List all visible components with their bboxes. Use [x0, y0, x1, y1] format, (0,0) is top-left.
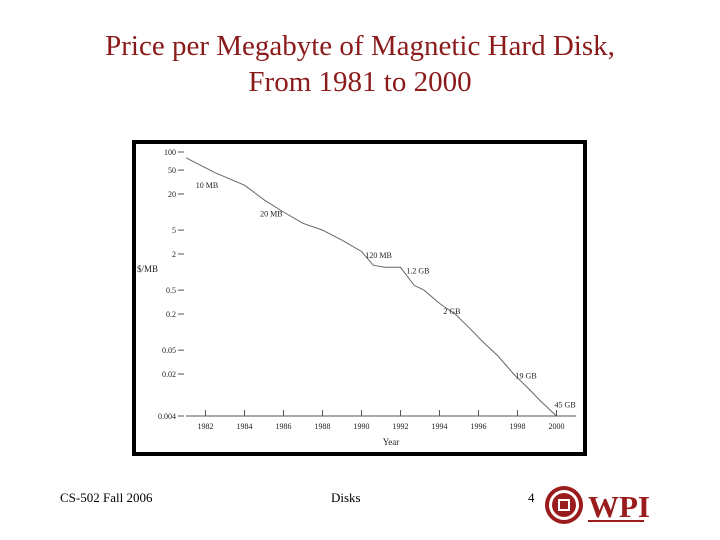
x-tick-label: 1984 — [237, 422, 253, 431]
capacity-label: 1.2 GB — [406, 266, 429, 275]
y-tick-label: 20 — [168, 190, 176, 199]
y-tick-label: 0.05 — [162, 346, 176, 355]
y-tick-label: 0.5 — [166, 286, 176, 295]
capacity-label: 20 MB — [260, 209, 282, 218]
x-tick-label: 1994 — [432, 422, 448, 431]
x-tick-label: 1992 — [393, 422, 409, 431]
seal-icon — [545, 486, 583, 524]
y-axis-label: $/MB — [137, 264, 158, 274]
x-tick-label: 1988 — [315, 422, 331, 431]
capacity-label: 45 GB — [555, 401, 576, 410]
tick-labels: 1982 1984 1986 1988 1990 1992 1994 1996 1998 2000… — [158, 148, 565, 431]
capacity-label: 10 MB — [196, 181, 218, 190]
y-tick-label: 50 — [168, 166, 176, 175]
series-line — [185, 157, 557, 417]
price-line — [185, 157, 557, 417]
footer-page-number: 4 — [528, 490, 535, 505]
y-tick-label: 100 — [164, 148, 176, 157]
slide-title: Price per Megabyte of Magnetic Hard Disk… — [0, 28, 720, 100]
capacity-label: 120 MB — [365, 251, 391, 260]
title-line-2: From 1981 to 2000 — [248, 66, 472, 98]
axes — [178, 151, 576, 417]
y-tick-label: 0.2 — [166, 310, 176, 319]
title-line-1: Price per Megabyte of Magnetic Hard Disk… — [105, 30, 615, 62]
chart-frame: 1982 1984 1986 1988 1990 1992 1994 1996 1998 2000… — [132, 140, 587, 456]
x-tick-label: 1996 — [471, 422, 487, 431]
price-per-mb-chart: 1982 1984 1986 1988 1990 1992 1994 1996 1998 2000… — [137, 148, 576, 447]
wpi-logo: WPI — [544, 483, 650, 527]
x-axis-label: Year — [383, 437, 400, 447]
y-tick-label: 5 — [172, 226, 176, 235]
capacity-label: 2 GB — [443, 307, 460, 316]
x-tick-label: 1982 — [198, 422, 214, 431]
x-tick-label: 1998 — [510, 422, 526, 431]
x-tick-label: 1986 — [276, 422, 292, 431]
logo-text: WPI — [588, 489, 650, 524]
x-tick-label: 1990 — [354, 422, 370, 431]
y-tick-label: 0.02 — [162, 370, 176, 379]
capacity-annotations: 10 MB 20 MB 120 MB 1.2 GB 2 GB 19 GB 45 GB — [196, 181, 576, 410]
y-tick-label: 0.004 — [158, 412, 176, 421]
footer-course: CS-502 Fall 2006 — [60, 490, 153, 505]
y-tick-label: 2 — [172, 250, 176, 259]
x-tick-label: 2000 — [549, 422, 565, 431]
footer-topic: Disks — [331, 490, 361, 505]
capacity-label: 19 GB — [516, 371, 537, 380]
